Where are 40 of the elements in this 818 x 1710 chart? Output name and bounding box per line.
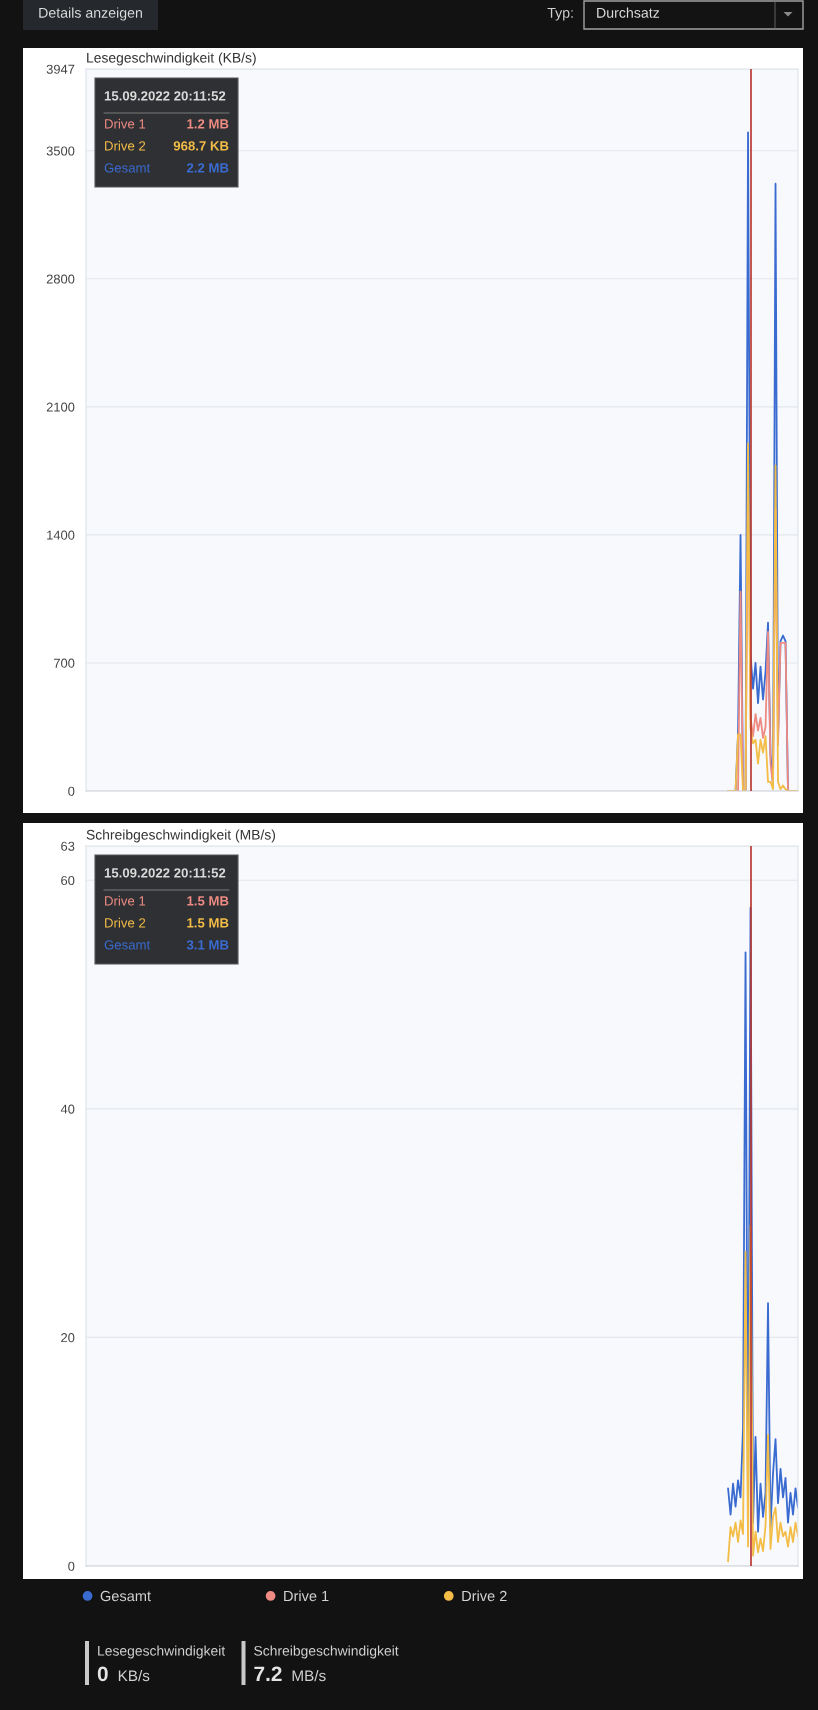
annotation: Gesamt	[104, 163, 151, 173]
y-tick-label: 1400	[47, 530, 75, 540]
annotation: 968.7 KB	[173, 141, 229, 151]
y-tick-label: 2100	[46, 402, 75, 412]
y-tick-label: 3500	[46, 146, 75, 156]
legend-label: Drive 1	[284, 1590, 329, 1602]
annotation: 15.09.2022 20:11:52	[104, 868, 226, 878]
legend-label: Drive 2	[462, 1590, 507, 1602]
y-tick-label: 20	[61, 1333, 75, 1343]
annotation: Gesamt	[104, 940, 151, 950]
annotation: 1.5 MB	[187, 896, 229, 906]
annotation: Drive 1	[105, 118, 146, 129]
y-axis-title: Lesegeschwindigkeit (KB/s)	[87, 52, 256, 66]
annotation: 1.5 MB	[187, 918, 229, 928]
annotation: 3.1 MB	[186, 940, 229, 950]
y-tick-label: 60	[61, 875, 75, 886]
y-axis-title: Schreibgeschwindigkeit (MB/s)	[86, 829, 276, 843]
y-tick-label: 63	[61, 841, 75, 851]
y-tick-label: 700	[54, 658, 75, 668]
text: Schreibgeschwindigkeit	[254, 1645, 399, 1659]
annotation: 1.2 MB	[187, 119, 229, 129]
text: 7.2	[254, 1666, 282, 1681]
annotation: 2.2 MB	[186, 163, 229, 173]
text: Details anzeigen	[39, 7, 142, 21]
text: Lesegeschwindigkeit	[98, 1645, 226, 1659]
annotation: Drive 1	[105, 895, 146, 906]
y-tick-label: 40	[60, 1104, 75, 1114]
annotation: Drive 2	[105, 140, 146, 151]
y-tick-label: 0	[68, 786, 75, 796]
text: MB/s	[292, 1669, 326, 1682]
legend-label: Gesamt	[100, 1590, 151, 1602]
text: 0	[97, 1666, 108, 1682]
y-tick-label: 2800	[46, 274, 75, 284]
y-tick-label: 0	[68, 1561, 75, 1571]
text: Typ:	[547, 7, 573, 21]
annotation: 15.09.2022 20:11:52	[104, 91, 226, 101]
y-tick-label: 3947	[46, 64, 75, 74]
text: Durchsatz	[597, 7, 660, 18]
annotation: Drive 2	[105, 917, 146, 928]
text: KB/s	[118, 1669, 150, 1682]
